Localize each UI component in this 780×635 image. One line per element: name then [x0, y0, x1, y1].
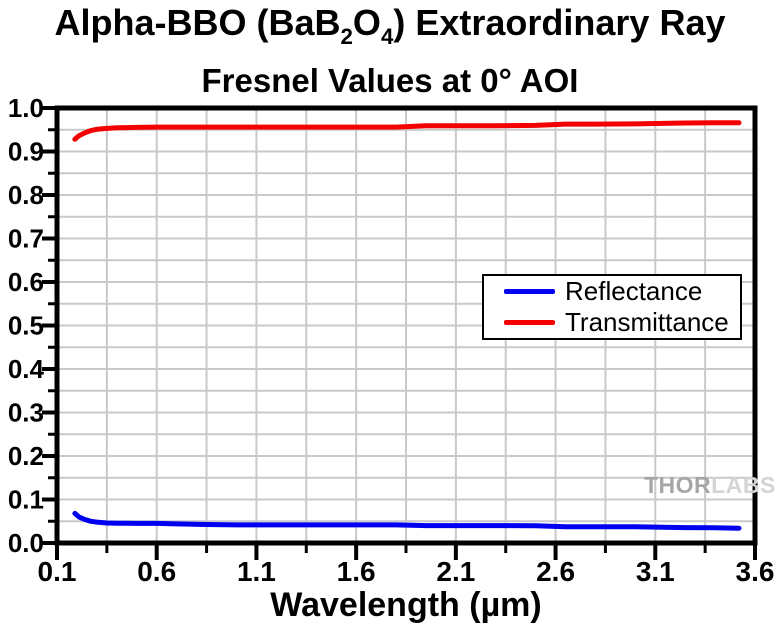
- series-line-transmittance: [72, 120, 742, 142]
- legend-label-reflectance: Reflectance: [565, 276, 703, 306]
- title-text: ) Extraordinary Ray: [393, 2, 726, 43]
- transmittance-line-swatch: [504, 320, 555, 325]
- chart-title-line2: Fresnel Values at 0° AOI: [201, 62, 579, 99]
- y-tick-label: 0.7: [8, 224, 44, 254]
- legend-row-reflectance: Reflectance: [484, 276, 740, 307]
- thorlabs-watermark: THORLABS: [644, 472, 776, 499]
- watermark-thor: THOR: [644, 472, 712, 498]
- title-subscript: 4: [380, 23, 394, 49]
- series-line-reflectance: [72, 510, 742, 531]
- y-tick-label: 0.9: [8, 137, 44, 167]
- x-tick-label: 3.1: [636, 556, 675, 587]
- legend-box: Reflectance Transmittance: [482, 274, 742, 340]
- title-text: Alpha-BBO (BaB: [54, 2, 341, 43]
- y-tick-label: 0.0: [8, 528, 44, 558]
- legend-label-transmittance: Transmittance: [565, 307, 729, 337]
- y-tick-label: 0.5: [8, 311, 44, 341]
- y-tick-label: 0.2: [8, 441, 44, 471]
- y-tick-label: 0.3: [8, 398, 44, 428]
- title-subscript: 2: [340, 23, 353, 49]
- y-tick-label: 0.1: [8, 485, 44, 515]
- x-tick-label: 2.1: [436, 556, 475, 587]
- x-tick-label: 3.6: [736, 556, 775, 587]
- title-text: O: [352, 2, 381, 43]
- y-tick-label: 0.8: [8, 180, 44, 210]
- watermark-labs: LABS: [711, 472, 776, 498]
- legend-row-transmittance: Transmittance: [484, 307, 740, 338]
- x-tick-label: 0.6: [137, 556, 176, 587]
- x-tick-label: 1.1: [237, 556, 276, 587]
- chart-title-line1: Alpha-BBO (BaB2O4) Extraordinary Ray: [0, 2, 780, 49]
- y-tick-label: 0.4: [8, 354, 45, 384]
- plot-frame: [54, 105, 758, 546]
- x-tick-label: 0.1: [38, 556, 77, 587]
- x-tick-label: 1.6: [337, 556, 376, 587]
- y-tick-label: 0.6: [8, 267, 44, 297]
- y-tick-label: 1.0: [8, 93, 44, 123]
- x-tick-label: 2.6: [536, 556, 575, 587]
- reflectance-line-swatch: [504, 289, 555, 294]
- x-axis-label: Wavelength (µm): [270, 586, 542, 624]
